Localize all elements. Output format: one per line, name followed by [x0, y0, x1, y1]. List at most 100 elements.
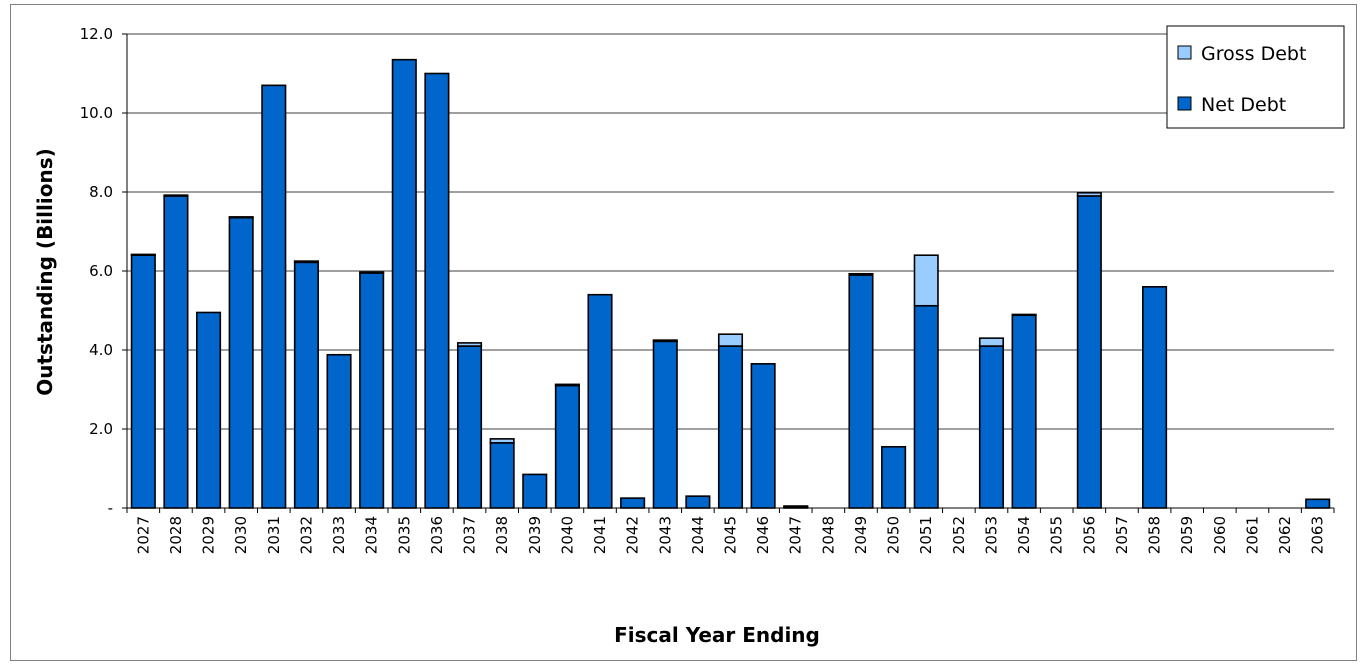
x-tick-label-2058: 2058 [1146, 516, 1164, 554]
bar-net-debt-2034 [359, 272, 385, 509]
y-tick-label-4: 8.0 [89, 183, 113, 201]
bar-net-debt-2029 [196, 311, 222, 509]
x-tick-label-2059: 2059 [1178, 516, 1196, 554]
x-tick-label-2057: 2057 [1113, 516, 1131, 554]
bar-net-debt-2035 [391, 58, 417, 509]
bar-net-debt-2044 [685, 495, 711, 509]
y-tick-label-5: 10.0 [80, 104, 113, 122]
bar-gross-debt-2051 [913, 254, 939, 307]
bar-gross-debt-2028 [163, 194, 189, 197]
bar-net-debt-2039 [522, 473, 548, 509]
x-tick-label-2054: 2054 [1015, 516, 1033, 554]
bar-gross-debt-2053 [978, 337, 1005, 347]
bar-net-debt-2028 [163, 195, 189, 509]
bar-net-debt-2032 [293, 261, 319, 509]
bar-net-debt-2037 [456, 345, 483, 509]
x-tick-label-2051: 2051 [917, 516, 935, 554]
legend-label-net-debt: Net Debt [1201, 94, 1286, 116]
x-tick-label-2063: 2063 [1309, 516, 1327, 554]
bar-gross-debt-2038 [489, 438, 515, 444]
x-tick-label-2031: 2031 [265, 516, 283, 554]
x-tick-label-2048: 2048 [819, 516, 837, 554]
x-axis-title: Fiscal Year Ending [614, 623, 820, 647]
bar-net-debt-2043 [652, 340, 678, 509]
x-tick-label-2034: 2034 [363, 516, 381, 554]
x-tick-label-2037: 2037 [461, 516, 479, 554]
bar-net-debt-2058 [1142, 285, 1168, 509]
x-tick-label-2033: 2033 [330, 516, 348, 554]
bar-net-debt-2036 [424, 72, 450, 509]
x-tick-label-2047: 2047 [787, 516, 805, 554]
bar-gross-debt-2043 [652, 339, 678, 343]
bar-net-debt-2045 [717, 345, 744, 509]
legend-swatch-net-debt [1177, 96, 1192, 111]
x-tick-label-2044: 2044 [689, 516, 707, 554]
x-tick-label-2029: 2029 [200, 516, 218, 554]
bar-net-debt-2053 [978, 345, 1005, 509]
x-tick-label-2040: 2040 [558, 516, 576, 554]
bar-net-debt-2030 [228, 216, 254, 509]
x-tick-label-2049: 2049 [852, 516, 870, 554]
legend-box [1166, 25, 1345, 129]
y-tick-labels: - 2.0 4.0 6.0 8.0 10.0 12.0 [80, 25, 113, 517]
bar-gross-debt-2037 [456, 342, 483, 347]
y-tick-label-3: 6.0 [89, 262, 113, 280]
bar-gross-debt-2032 [293, 260, 319, 264]
x-tick-label-2053: 2053 [982, 516, 1000, 554]
bars [130, 58, 1331, 509]
bar-gross-debt-2056 [1076, 191, 1102, 197]
bar-gross-debt-2045 [717, 333, 744, 347]
x-tick-label-2055: 2055 [1048, 516, 1066, 554]
bar-gross-debt-2054 [1011, 313, 1037, 317]
bar-net-debt-2040 [554, 384, 580, 509]
bar-gross-debt-2034 [359, 271, 385, 274]
bar-net-debt-2063 [1305, 498, 1331, 509]
bar-net-debt-2031 [261, 84, 287, 509]
x-tick-label-2056: 2056 [1080, 516, 1098, 554]
bar-gross-debt-2040 [554, 383, 580, 387]
bar-gross-debt-2049 [848, 272, 874, 276]
x-tick-label-2036: 2036 [428, 516, 446, 554]
x-tick-label-2043: 2043 [656, 516, 674, 554]
x-tick-label-2041: 2041 [591, 516, 609, 554]
y-tick-label-6: 12.0 [80, 25, 113, 43]
x-tick-label-2028: 2028 [167, 516, 185, 554]
x-tick-label-2032: 2032 [297, 516, 315, 554]
bar-net-debt-2051 [913, 304, 939, 509]
legend-swatch-gross-debt [1177, 45, 1192, 60]
bar-net-debt-2027 [130, 254, 156, 509]
x-tick-label-2060: 2060 [1211, 516, 1229, 554]
x-tick-label-2042: 2042 [624, 516, 642, 554]
x-tick-label-2038: 2038 [493, 516, 511, 554]
legend: Gross Debt Net Debt [1166, 25, 1345, 129]
axes [122, 33, 1335, 513]
bar-net-debt-2054 [1011, 314, 1037, 509]
y-tick-label-1: 2.0 [89, 420, 113, 438]
legend-label-gross-debt: Gross Debt [1201, 43, 1306, 65]
bar-net-debt-2046 [750, 363, 776, 509]
bar-net-debt-2033 [326, 353, 352, 509]
x-tick-label-2035: 2035 [395, 516, 413, 554]
y-tick-label-2: 4.0 [89, 341, 113, 359]
bar-net-debt-2049 [848, 274, 874, 509]
bar-net-debt-2056 [1076, 195, 1102, 509]
bar-net-debt-2042 [620, 497, 646, 509]
x-tick-label-2046: 2046 [754, 516, 772, 554]
bar-net-debt-2038 [489, 442, 515, 509]
x-tick-label-2062: 2062 [1276, 516, 1294, 554]
x-tick-label-2052: 2052 [950, 516, 968, 554]
x-tick-label-2061: 2061 [1243, 516, 1261, 554]
bar-gross-debt-2047 [783, 505, 809, 508]
y-tick-label-0: - [108, 499, 113, 517]
x-tick-label-2039: 2039 [526, 516, 544, 554]
x-tick-label-2045: 2045 [722, 516, 740, 554]
x-tick-label-2027: 2027 [134, 516, 152, 554]
bar-gross-debt-2030 [228, 216, 254, 219]
bar-net-debt-2050 [881, 445, 907, 509]
x-tick-label-2030: 2030 [232, 516, 250, 554]
x-tick-labels: 2027 2028 2029 2030 2031 2032 2033 2034 2035 2036… [134, 516, 1326, 554]
bar-gross-debt-2027 [130, 253, 156, 257]
y-axis-title: Outstanding (Billions) [33, 148, 57, 396]
x-tick-label-2050: 2050 [885, 516, 903, 554]
